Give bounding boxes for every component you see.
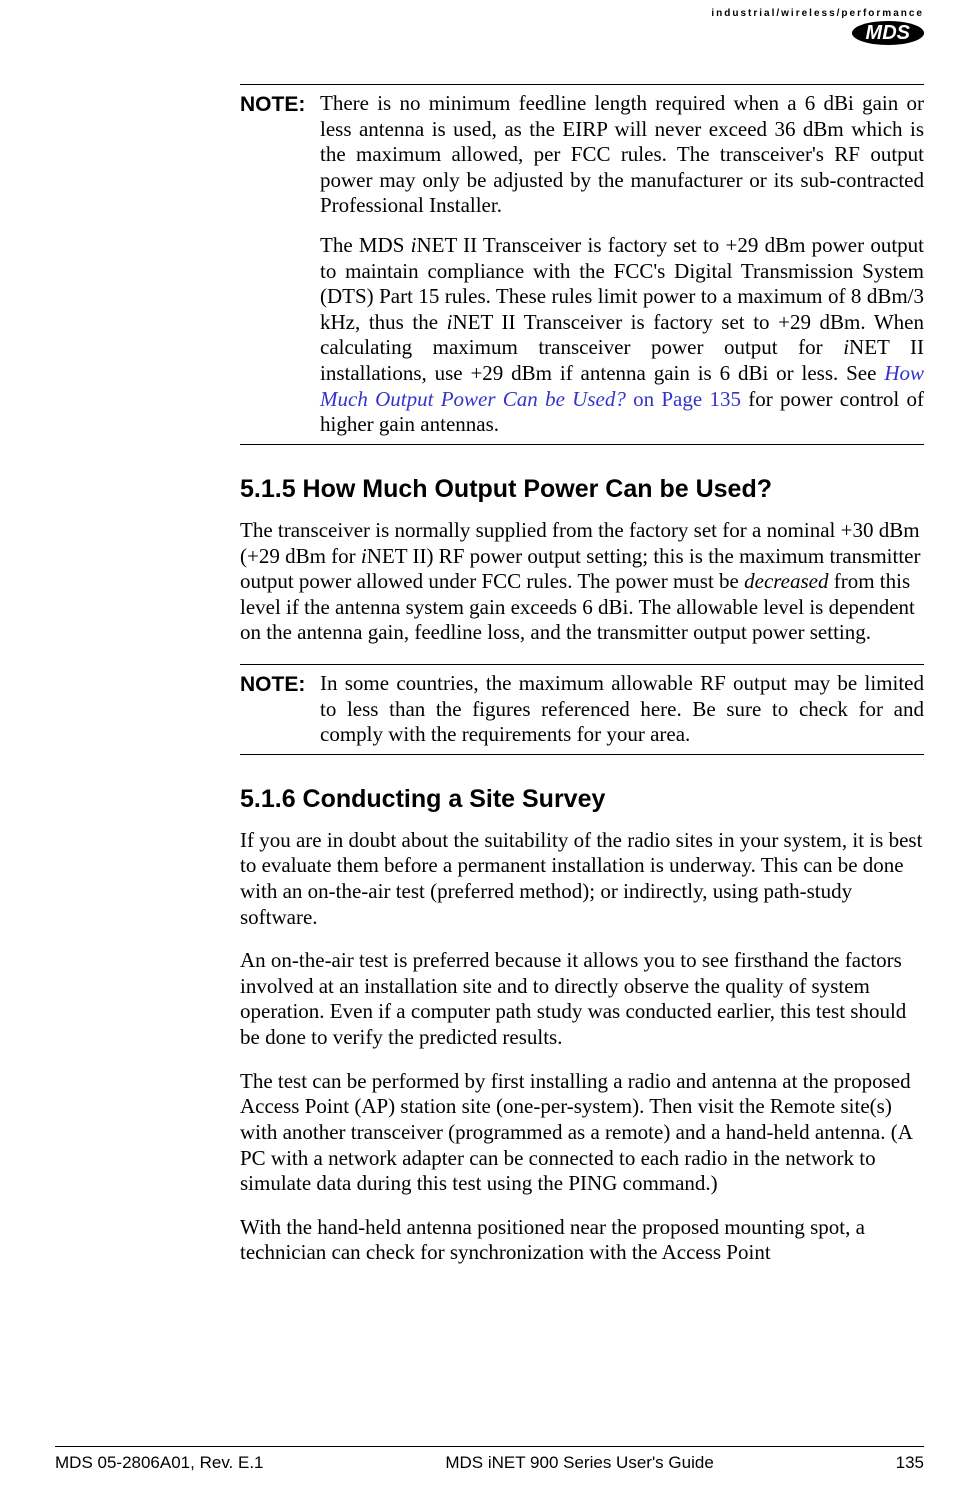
note-block-2: NOTE: In some countries, the maximum all… <box>240 664 924 755</box>
mds-logo: MDS <box>852 21 924 45</box>
footer-left: MDS 05-2806A01, Rev. E.1 <box>55 1453 264 1473</box>
page-footer: MDS 05-2806A01, Rev. E.1 MDS iNET 900 Se… <box>55 1446 924 1473</box>
section516-p3: The test can be performed by first insta… <box>240 1069 924 1197</box>
note-label: NOTE: <box>240 671 320 748</box>
note1-para2: The MDS iNET II Transceiver is factory s… <box>320 233 924 438</box>
content-area: NOTE: There is no minimum feedline lengt… <box>240 84 924 1266</box>
heading-515: 5.1.5 How Much Output Power Can be Used? <box>240 475 924 504</box>
note-block-1: NOTE: There is no minimum feedline lengt… <box>240 84 924 445</box>
section516-p4: With the hand-held antenna positioned ne… <box>240 1215 924 1266</box>
footer-center: MDS iNET 900 Series User's Guide <box>445 1453 713 1473</box>
tagline-text: industrial/wireless/performance <box>711 8 924 19</box>
page: industrial/wireless/performance MDS NOTE… <box>0 0 979 1503</box>
section516-p1: If you are in doubt about the suitabilit… <box>240 828 924 930</box>
heading-516: 5.1.6 Conducting a Site Survey <box>240 785 924 814</box>
cross-ref-page[interactable]: on Page 135 <box>626 387 741 411</box>
header-logo: industrial/wireless/performance MDS <box>711 8 924 45</box>
note-body: In some countries, the maximum allowable… <box>320 671 924 748</box>
note-body: There is no minimum feedline length requ… <box>320 91 924 438</box>
footer-right: 135 <box>896 1453 924 1473</box>
note2-para: In some countries, the maximum allowable… <box>320 671 924 748</box>
section516-p2: An on-the-air test is preferred because … <box>240 948 924 1050</box>
section515-p1: The transceiver is normally supplied fro… <box>240 518 924 646</box>
note1-para1: There is no minimum feedline length requ… <box>320 91 924 219</box>
note-label: NOTE: <box>240 91 320 438</box>
